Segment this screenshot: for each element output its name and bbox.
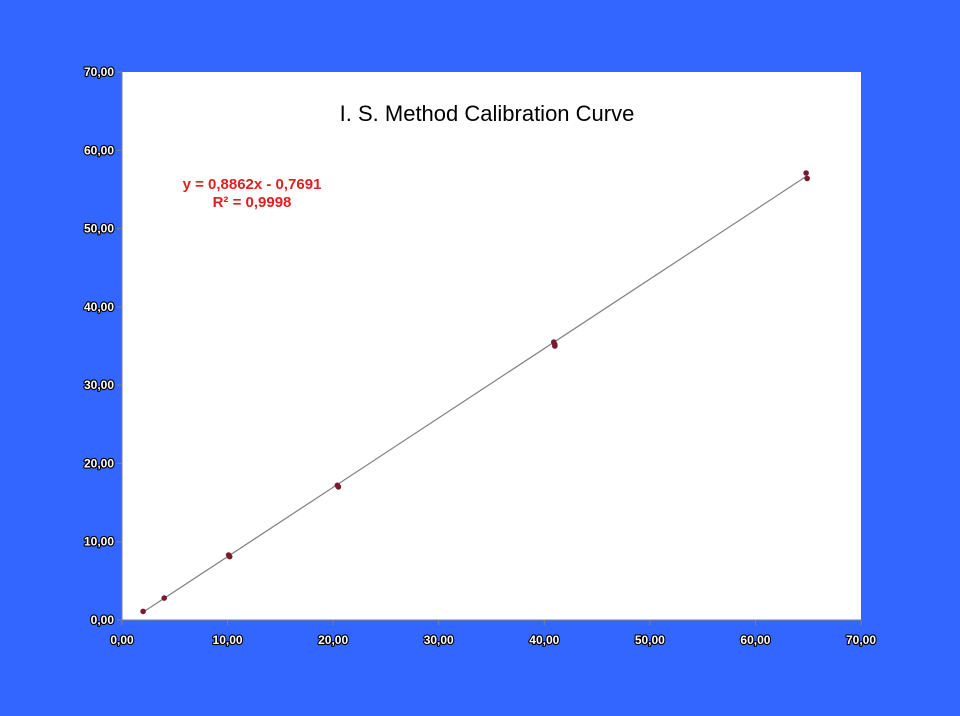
y-tick-label: 50,00 xyxy=(84,222,114,236)
x-tick-label: 30,00 xyxy=(424,633,454,647)
trendline xyxy=(142,175,808,613)
x-tick-label: 60,00 xyxy=(740,633,770,647)
x-tick-label: 70,00 xyxy=(846,633,876,647)
y-tick-label: 60,00 xyxy=(84,143,114,157)
data-points xyxy=(140,170,810,615)
data-point xyxy=(161,595,168,601)
x-tick-label: 0,00 xyxy=(110,633,134,647)
y-tick-label: 20,00 xyxy=(84,456,114,470)
data-point xyxy=(226,553,233,560)
data-point xyxy=(335,484,342,490)
x-tick-label: 50,00 xyxy=(635,633,665,647)
data-point xyxy=(140,608,146,615)
axes xyxy=(121,72,861,621)
trendline-r2: R² = 0,9998 xyxy=(213,194,292,211)
y-axis-ticks: 0,00 10,00 20,00 30,00 40,00 50,00 60,00 70,00 xyxy=(83,64,122,628)
chart-title: I. S. Method Calibration Curve xyxy=(340,101,635,126)
y-tick-label: 0,00 xyxy=(91,613,115,627)
trendline-equation: y = 0,8862x - 0,7691 xyxy=(183,176,322,193)
x-axis-ticks: 0,00 10,00 20,00 30,00 40,00 50,00 60,00 70,00 xyxy=(109,620,877,648)
y-tick-label: 70,00 xyxy=(84,65,114,79)
data-point xyxy=(803,170,809,176)
y-tick-label: 10,00 xyxy=(84,535,114,549)
trendline-group xyxy=(142,175,808,613)
plot-area xyxy=(122,72,861,620)
y-tick-label: 40,00 xyxy=(84,300,114,314)
x-tick-label: 10,00 xyxy=(213,633,243,647)
y-tick-label: 30,00 xyxy=(84,378,114,392)
data-point xyxy=(804,175,810,182)
x-tick-label: 20,00 xyxy=(318,633,348,647)
x-tick-label: 40,00 xyxy=(529,633,559,647)
data-point xyxy=(552,341,558,348)
